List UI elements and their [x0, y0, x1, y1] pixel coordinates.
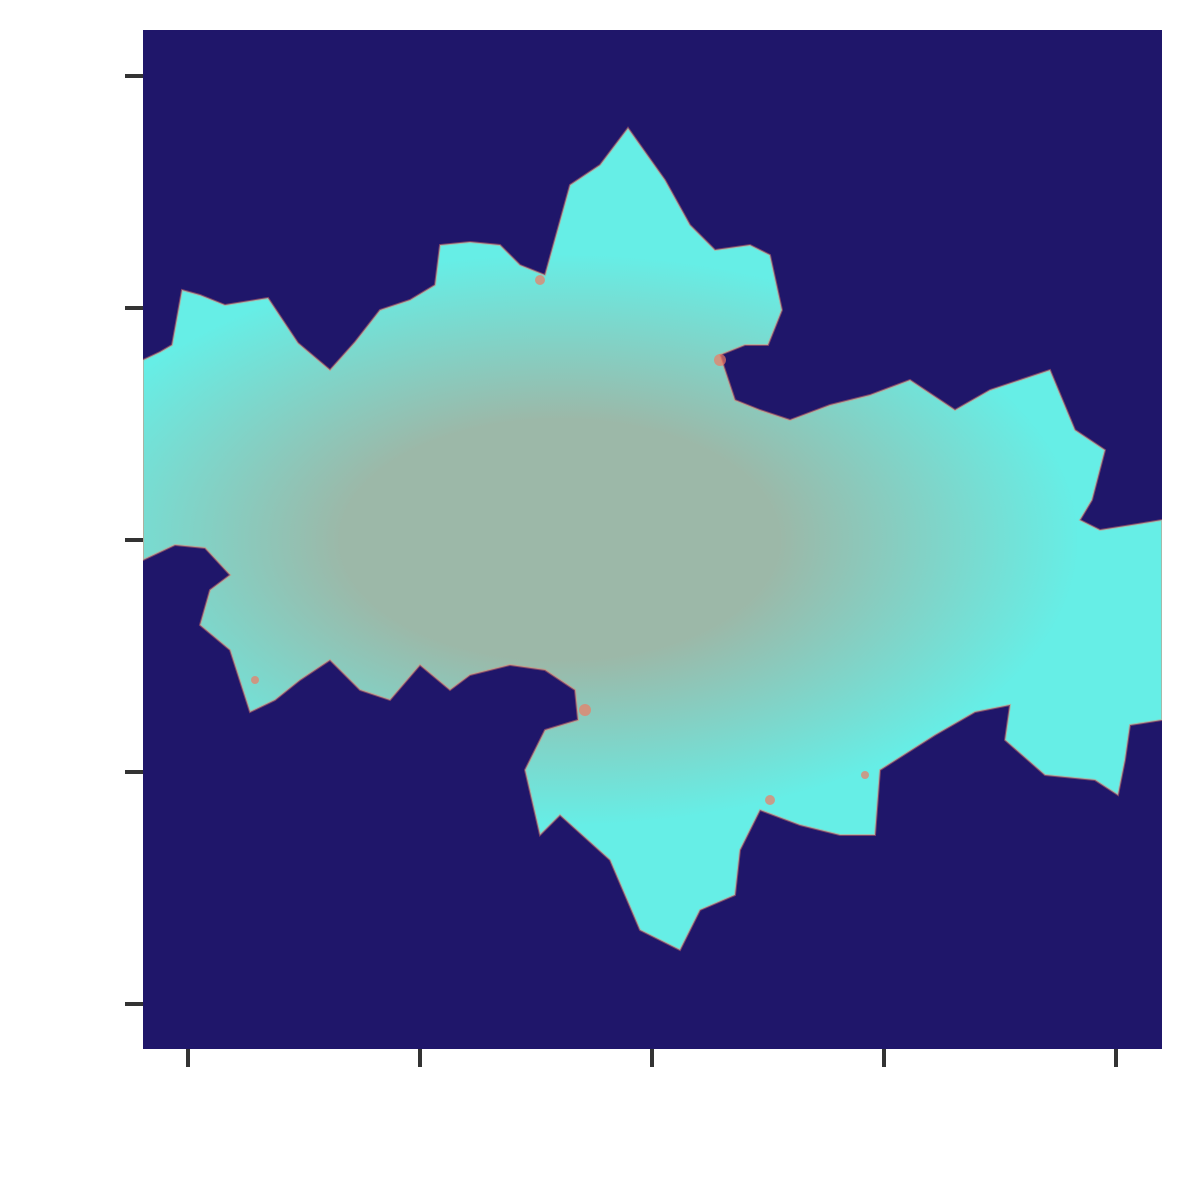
x-axis — [186, 1049, 1118, 1067]
y-axis — [125, 74, 143, 1006]
edge-point — [765, 795, 775, 805]
edge-point — [861, 771, 869, 779]
edge-point — [579, 704, 591, 716]
edge-point — [714, 354, 726, 366]
fractal-set — [143, 126, 1162, 952]
edge-point — [535, 275, 545, 285]
edge-highlights — [251, 275, 869, 805]
edge-point — [251, 676, 259, 684]
